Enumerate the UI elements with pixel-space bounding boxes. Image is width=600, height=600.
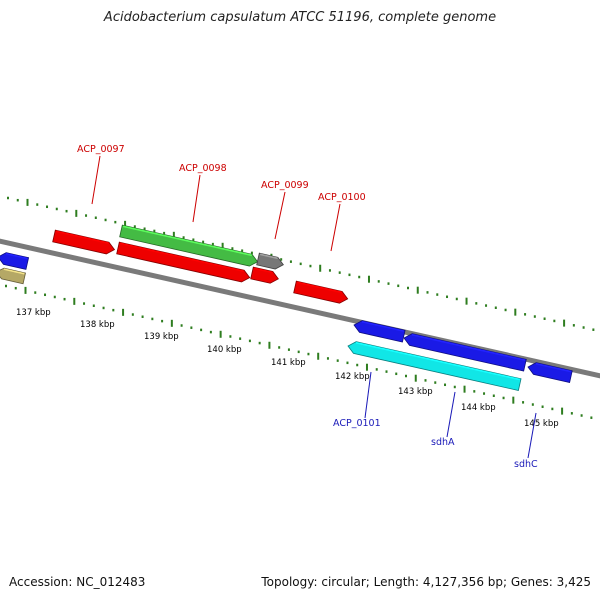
gene-feature-acp_0098-gray-body [256,252,284,270]
gene-feature-sdha-body [403,333,527,372]
gene-feature-acp_0098-gray[interactable] [256,252,285,270]
gene-feature-acp_0100-body [293,280,349,304]
gene-label[interactable]: ACP_0099 [261,180,309,191]
gene-feature-acp_0100[interactable] [293,280,349,305]
kbp-label: 139 kbp [144,332,179,342]
genome-summary: Topology: circular; Length: 4,127,356 bp… [261,575,591,589]
gene-label[interactable]: ACP_0100 [318,192,366,203]
gene-feature-sdhc-highlight [535,362,572,373]
gene-feature-acp_0096-body [0,252,30,270]
gene-feature-acp_0101[interactable] [353,319,406,343]
gene-feature-acp_0099-body [250,266,279,284]
map-title: Acidobacterium capsulatum ATCC 51196, co… [103,10,497,25]
gene-label-leader [364,371,372,419]
gene-feature-acp_0101-cyan[interactable] [347,340,522,391]
gene-feature-acp_0098-highlight [119,242,245,273]
gene-label-leader [274,191,286,240]
gene-feature-acp_0097[interactable] [52,229,116,255]
gene-label[interactable]: sdhA [431,437,455,448]
kbp-label: 145 kbp [524,419,559,429]
gene-feature-acp_0099[interactable] [250,266,280,285]
kbp-label: 144 kbp [461,403,496,413]
gene-feature-sdhc[interactable] [527,361,573,383]
gene-feature-acp_0096[interactable] [0,251,30,270]
kbp-label: 143 kbp [398,387,433,397]
gene-label-leader [91,155,101,205]
gene-label[interactable]: ACP_0097 [77,144,125,155]
gene-feature-acp_0098-green[interactable] [119,224,259,267]
gene-label[interactable]: ACP_0098 [179,163,227,174]
kbp-label: 142 kbp [335,372,370,382]
gene-feature-acp_0097-body [52,229,116,255]
gene-feature-khaki-feature-highlight [3,268,25,275]
gene-label[interactable]: sdhC [514,459,538,470]
gene-label[interactable]: ACP_0101 [333,418,381,429]
gene-feature-sdha-highlight [411,333,526,361]
gene-label-leader [192,174,201,223]
gene-feature-acp_0101-body [353,320,406,343]
gene-feature-acp_0098[interactable] [116,241,251,283]
gene-feature-sdha[interactable] [403,332,527,372]
kbp-label: 140 kbp [207,345,242,355]
gene-label-leader [527,412,537,459]
gene-feature-acp_0099-highlight [253,267,273,274]
gene-feature-acp_0098-green-body [119,224,259,267]
gene-feature-acp_0101-cyan-highlight [355,341,521,381]
gene-feature-acp_0096-highlight [5,252,28,260]
gene-feature-khaki-feature[interactable] [0,267,26,285]
kbp-label: 138 kbp [80,320,115,330]
gene-feature-sdhc-body [527,362,573,383]
gene-label-leader [330,203,341,252]
gene-feature-acp_0101-cyan-body [347,341,522,391]
kbp-label: 137 kbp [16,308,51,318]
gene-label-leader [446,391,456,438]
gene-feature-acp_0098-gray-highlight [259,253,278,260]
gene-feature-acp_0098-body [116,241,251,283]
kbp-label: 141 kbp [271,358,306,368]
gene-feature-acp_0097-highlight [55,230,109,244]
gene-feature-acp_0098-green-highlight [122,225,253,257]
accession-label: Accession: NC_012483 [9,575,146,589]
gene-feature-acp_0101-highlight [361,320,405,332]
gene-feature-acp_0100-highlight [296,281,343,294]
